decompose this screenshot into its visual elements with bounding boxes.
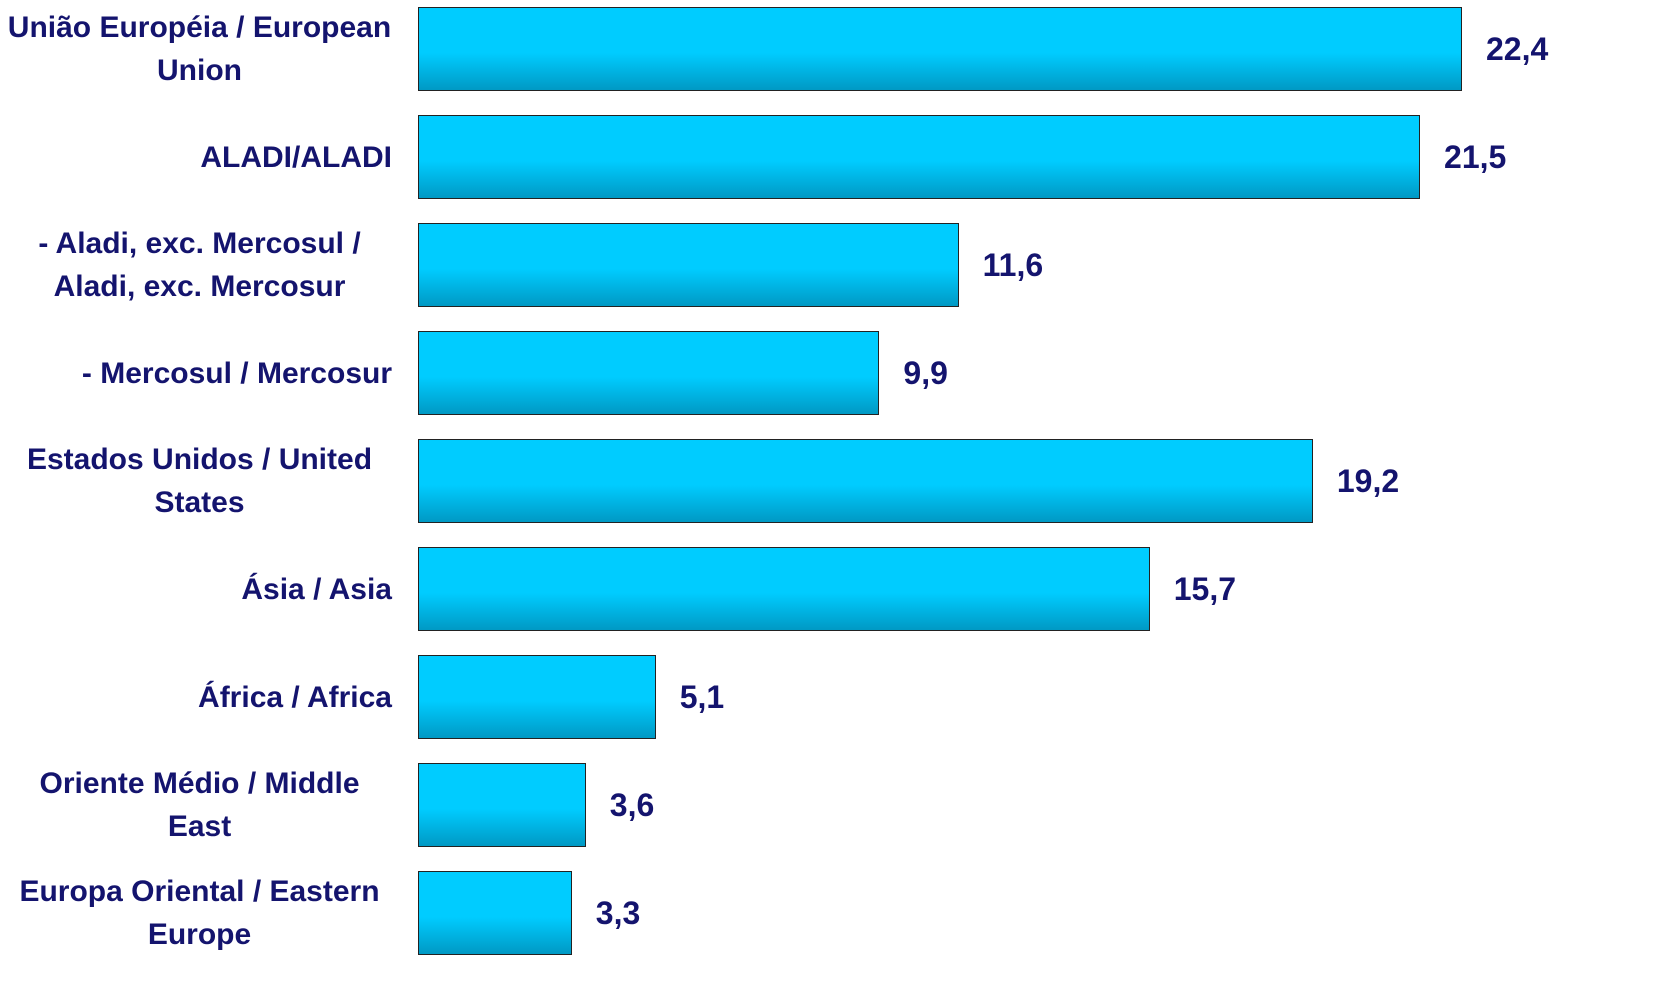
category-label-box: Ásia / Asia <box>0 547 392 631</box>
bar <box>418 439 1313 523</box>
category-label: Europa Oriental / Eastern Europe <box>19 875 380 951</box>
value-label: 21,5 <box>1444 138 1507 175</box>
category-label: África / Africa <box>198 680 392 714</box>
category-label: ALADI/ALADI <box>200 140 392 174</box>
bar <box>418 871 572 955</box>
category-label-box: - Aladi, exc. Mercosul / Aladi, exc. Mer… <box>0 223 392 307</box>
category-label: Ásia / Asia <box>241 572 392 606</box>
value-label: 22,4 <box>1486 30 1549 67</box>
category-label: - Mercosul / Mercosur <box>81 356 392 390</box>
bar <box>418 7 1462 91</box>
category-label-box: África / Africa <box>0 655 392 739</box>
value-label: 15,7 <box>1173 570 1236 607</box>
bar <box>418 547 1150 631</box>
value-label: 3,6 <box>609 786 655 823</box>
bar <box>418 115 1421 199</box>
category-label: Oriente Médio / Middle East <box>39 767 360 843</box>
category-label: União Européia / European Union <box>7 11 392 87</box>
value-label: 3,3 <box>595 894 641 931</box>
bar <box>418 763 586 847</box>
value-label: 9,9 <box>903 354 948 391</box>
category-label-box: Europa Oriental / Eastern Europe <box>0 871 392 955</box>
value-label: 11,6 <box>982 246 1044 283</box>
category-label: Estados Unidos / United States <box>26 443 373 519</box>
bar <box>418 331 880 415</box>
category-label-box: ALADI/ALADI <box>0 115 392 199</box>
category-label: - Aladi, exc. Mercosul / Aladi, exc. Mer… <box>38 227 361 303</box>
bar <box>418 655 656 739</box>
bar <box>418 223 959 307</box>
category-label-box: - Mercosul / Mercosur <box>0 331 392 415</box>
value-label: 19,2 <box>1336 462 1400 499</box>
category-label-box: Oriente Médio / Middle East <box>0 763 392 847</box>
value-label: 5,1 <box>679 678 725 715</box>
category-label-box: União Européia / European Union <box>0 7 392 91</box>
category-label-box: Estados Unidos / United States <box>0 439 392 523</box>
